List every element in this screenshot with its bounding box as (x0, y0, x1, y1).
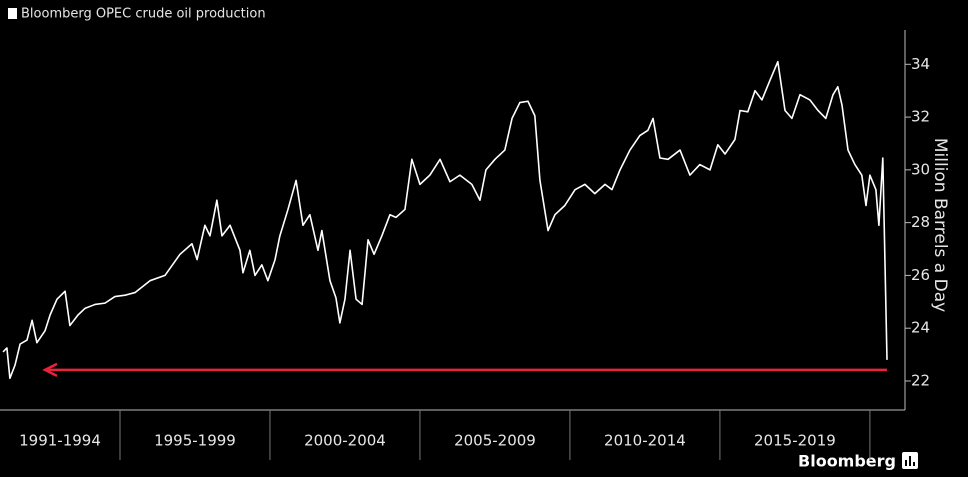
band-label: 2010-2014 (604, 432, 686, 450)
y-tick-label: 32 (911, 108, 930, 126)
y-tick-label: 30 (911, 160, 930, 178)
reference-arrowhead (42, 362, 58, 378)
y-tick-label: 26 (911, 266, 930, 284)
band-label: 1991-1994 (19, 432, 101, 450)
chart-title: Bloomberg OPEC crude oil production (21, 7, 266, 22)
y-tick-label: 34 (911, 55, 930, 73)
band-label: 1995-1999 (154, 432, 236, 450)
y-tick-label: 22 (911, 371, 930, 389)
legend-swatch (8, 8, 17, 19)
y-tick-label: 28 (911, 213, 930, 231)
data-line (2, 60, 888, 380)
logo-icon (902, 452, 918, 469)
source-logo: Bloomberg (798, 452, 896, 471)
band-label: 2000-2004 (304, 432, 386, 450)
y-axis-label: Million Barrels a Day (930, 138, 950, 312)
band-label: 2005-2009 (454, 432, 536, 450)
band-label: 2015-2019 (754, 432, 836, 450)
y-tick-label: 24 (911, 319, 930, 337)
